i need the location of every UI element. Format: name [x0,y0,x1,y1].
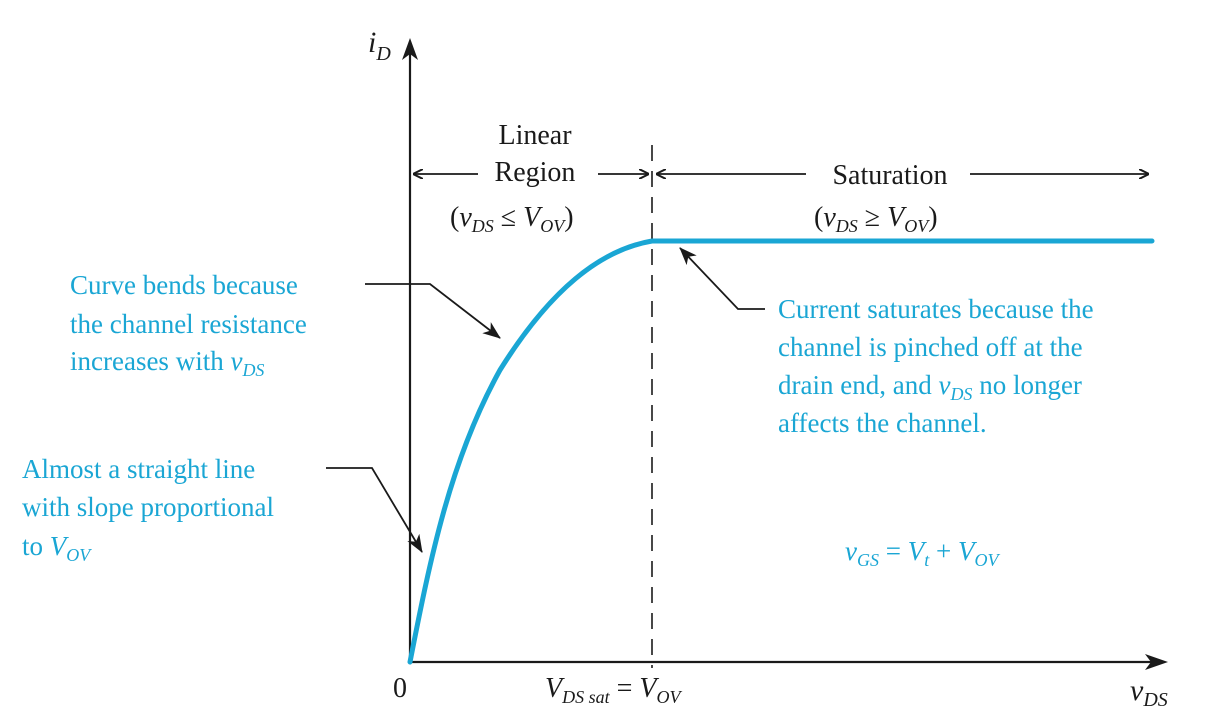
current-saturates-line2: channel is pinched off at the [778,332,1083,362]
straight-line-line2: with slope proportional [22,492,274,522]
x-axis-label: vDS [1130,674,1168,711]
straight-line-annotation: Almost a straight line with slope propor… [22,454,274,565]
vgs-equation: vGS = Vt + VOV [845,536,1000,570]
straight-line-line3: to VOV [22,531,92,565]
current-saturates-annotation: Current saturates because the channel is… [778,294,1094,438]
curve-bends-pointer [365,283,501,339]
linear-region-title-line2: Region [495,157,576,188]
current-saturates-line1: Current saturates because the [778,294,1094,324]
origin-label: 0 [393,673,407,704]
y-axis-arrowhead [402,38,418,60]
straight-line-line1: Almost a straight line [22,454,255,484]
linear-region-condition: (vDS ≤ VOV) [450,202,574,236]
x-axis-arrowhead [1145,654,1168,670]
curve-bends-line2: the channel resistance [70,309,307,339]
current-saturates-line3: drain end, and vDS no longer [778,370,1082,404]
saturation-condition: (vDS ≥ VOV) [814,202,938,236]
straight-line-pointer [326,467,423,553]
curve-bends-line3: increases with vDS [70,346,264,380]
curve-bends-annotation: Curve bends because the channel resistan… [70,270,307,380]
current-saturates-pointer [679,247,765,310]
current-saturates-line4: affects the channel. [778,408,987,438]
saturation-title: Saturation [832,160,947,191]
vdssat-label: VDS sat = VOV [545,673,683,707]
curve-bends-line1: Curve bends because [70,270,298,300]
linear-region-title-line1: Linear [498,120,572,151]
id-vds-curve [407,238,1155,665]
y-axis-label: iD [368,26,391,65]
